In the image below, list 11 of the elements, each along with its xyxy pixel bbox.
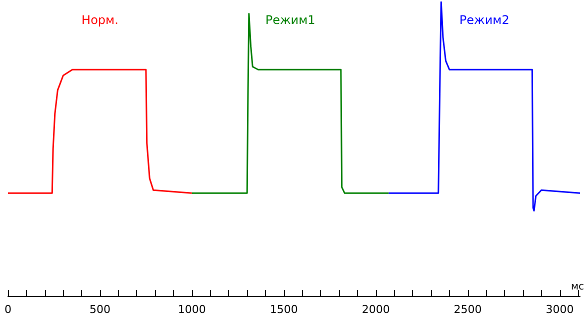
x-tick-label: 500 (89, 303, 110, 316)
x-tick-label: 0 (4, 303, 12, 316)
x-tick-label: 1500 (270, 303, 298, 316)
x-tick-label: 2000 (362, 303, 390, 316)
series-label: Режим1 (265, 13, 316, 27)
x-axis-title: мс (570, 282, 584, 292)
text: Норм. (82, 13, 118, 27)
series-label: Режим2 (459, 13, 510, 27)
x-tick-label: 1000 (178, 303, 206, 316)
x-tick-label: 2500 (454, 303, 482, 316)
x-tick-label: 3000 (546, 303, 574, 316)
